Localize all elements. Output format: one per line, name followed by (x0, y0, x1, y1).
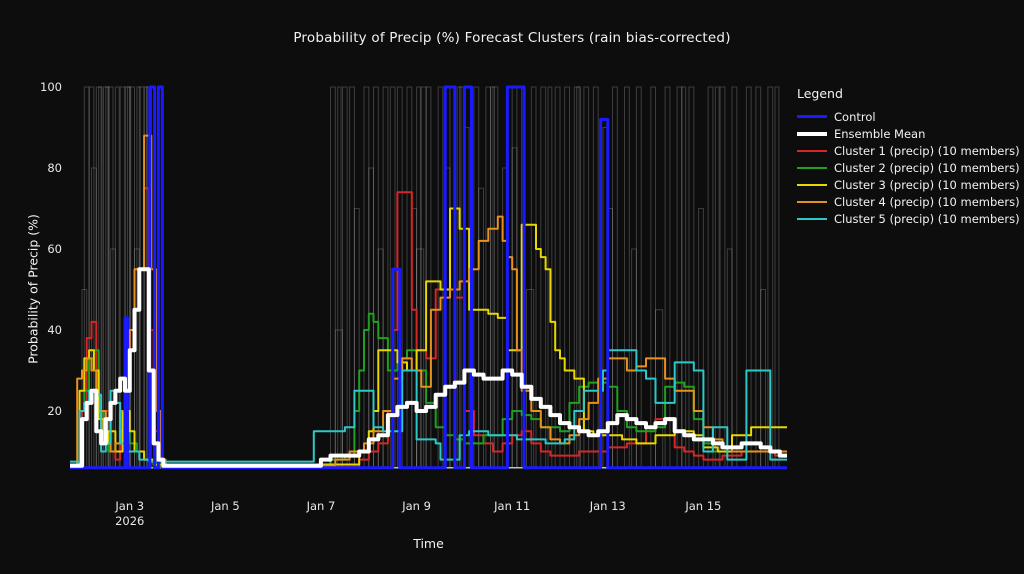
ensemble-member-line (70, 187, 787, 469)
y-tick-label: 80 (47, 161, 62, 175)
x-tick-label: Jan 7 (306, 499, 336, 513)
ensemble-member-line (70, 127, 787, 469)
ensemble-member-line (70, 86, 787, 469)
legend-label: Cluster 1 (precip) (10 members) (834, 143, 1020, 158)
legend-item-0[interactable]: Control (797, 108, 1020, 125)
y-tick-label: 40 (47, 323, 62, 337)
legend-swatch (797, 183, 827, 186)
legend-item-2[interactable]: Cluster 1 (precip) (10 members) (797, 142, 1020, 159)
x-tick-label: Jan 5 (210, 499, 240, 513)
legend-label: Control (834, 109, 876, 124)
ensemble-member-line (70, 86, 787, 469)
chart-title: Probability of Precip (%) Forecast Clust… (293, 30, 731, 46)
legend-swatch (797, 217, 827, 220)
legend-item-5[interactable]: Cluster 4 (precip) (10 members) (797, 193, 1020, 210)
x-tick-label: Jan 15 (684, 499, 721, 513)
x-tick-label: Jan 13 (589, 499, 626, 513)
legend-item-4[interactable]: Cluster 3 (precip) (10 members) (797, 176, 1020, 193)
x-tick-label: Jan 9 (401, 499, 431, 513)
ensemble-member-line (70, 86, 787, 469)
ensemble-member-line (70, 86, 787, 469)
ensemble-member-line (70, 86, 787, 469)
legend-label: Ensemble Mean (834, 126, 926, 141)
ensemble-member-line (70, 86, 787, 469)
ensemble-member-line (70, 127, 787, 469)
ensemble-member-line (70, 86, 787, 469)
legend-swatch (797, 131, 827, 136)
ensemble-member-line (70, 86, 787, 469)
legend-label: Cluster 2 (precip) (10 members) (834, 160, 1020, 175)
series-line-0 (70, 85, 787, 470)
legend-swatch (797, 115, 827, 118)
series-line-1 (70, 267, 787, 468)
legend: Legend Control Ensemble Mean Cluster 1 (pr… (797, 86, 1020, 227)
ensemble-member-line (70, 86, 787, 469)
ensemble-member-line (70, 86, 787, 469)
legend-swatch (797, 200, 827, 203)
legend-items: Control Ensemble Mean Cluster 1 (precip) (… (797, 108, 1020, 227)
series-line-4 (70, 207, 787, 466)
ensemble-member-line (70, 86, 787, 469)
x-tick-label: Jan 3 (114, 499, 144, 513)
x-axis-label: Time (413, 536, 444, 551)
y-tick-label: 60 (47, 242, 62, 256)
legend-title: Legend (797, 86, 843, 101)
ensemble-member-line (70, 147, 787, 469)
ensemble-member-line (70, 86, 787, 469)
ensemble-member-line (70, 167, 787, 469)
legend-label: Cluster 3 (precip) (10 members) (834, 177, 1020, 192)
legend-item-3[interactable]: Cluster 2 (precip) (10 members) (797, 159, 1020, 176)
y-tick-label: 20 (47, 404, 62, 418)
series-line-5 (70, 134, 787, 467)
legend-swatch (797, 166, 827, 169)
legend-label: Cluster 5 (precip) (10 members) (834, 211, 1020, 226)
legend-item-1[interactable]: Ensemble Mean (797, 125, 1020, 142)
ensemble-member-line (70, 86, 787, 469)
y-tick-label: 100 (40, 80, 62, 94)
x-tick-year-label: 2026 (115, 514, 144, 528)
ensemble-member-line (70, 86, 787, 469)
legend-item-6[interactable]: Cluster 5 (precip) (10 members) (797, 210, 1020, 227)
series-line-2 (70, 187, 787, 468)
legend-swatch (797, 149, 827, 152)
legend-label: Cluster 4 (precip) (10 members) (834, 194, 1020, 209)
ensemble-member-line (70, 86, 787, 469)
x-tick-label: Jan 11 (493, 499, 530, 513)
ensemble-member-line (70, 86, 787, 469)
